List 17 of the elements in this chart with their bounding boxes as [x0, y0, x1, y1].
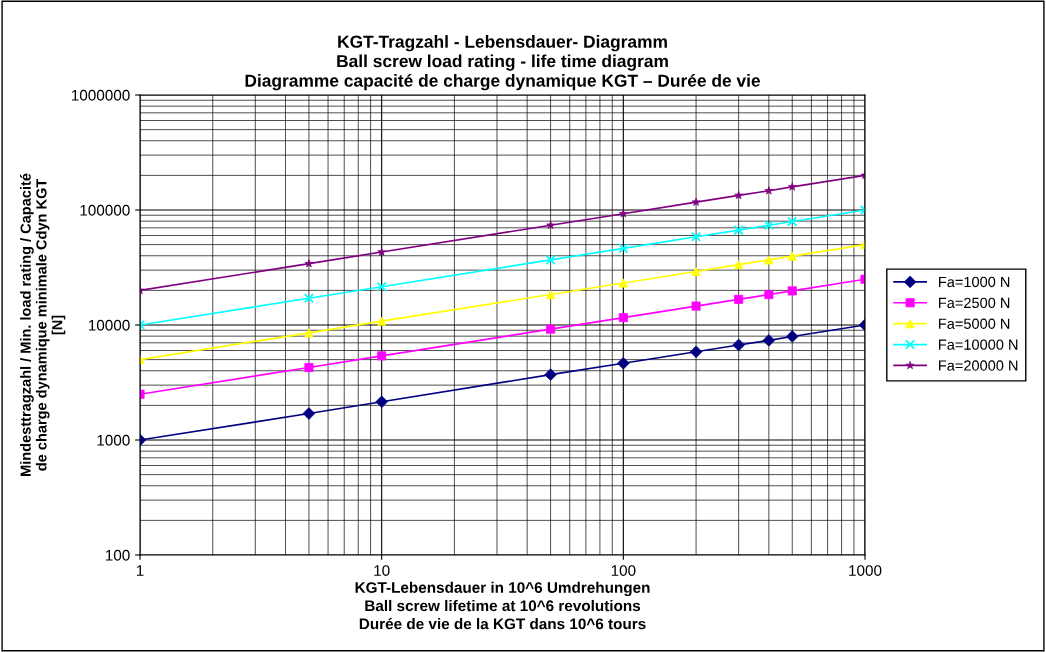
legend-label: Fa=20000 N	[939, 360, 1018, 371]
legend-label: Fa=5000 N	[939, 318, 1010, 329]
x-axis-title: KGT-Lebensdauer in 10^6 Umdrehungen Ball screw lifetime at 10^6 revolutions Durée de vie de la KGT dans 10^6 tours	[355, 581, 650, 630]
y-tick-label: 100	[105, 549, 130, 561]
chart-title: KGT-Tragzahl - Lebensdauer- Diagramm Ball screw load rating - life time diagram Diagramme capacité de charge dynamique KGT – Durée de vie	[245, 35, 761, 91]
legend-label: Fa=2500 N	[939, 297, 1010, 309]
legend-label: Fa=1000 N	[939, 276, 1010, 288]
y-axis-title: Mindesttragzahl / Min. load rating / Capacité de charge dynamique minimale Cdyn KGT [N]	[19, 173, 66, 476]
x-tick-label: 100	[611, 565, 636, 576]
x-tick-label: 1	[136, 565, 144, 576]
x-tick-label: 1000	[849, 565, 882, 576]
y-tick-label: 100000	[80, 204, 130, 216]
y-tick-label: 1000000	[71, 89, 130, 101]
x-tick-label: 10	[374, 565, 390, 576]
y-tick-label: 1000	[97, 434, 130, 446]
y-tick-label: 10000	[88, 319, 130, 331]
legend-label: Fa=10000 N	[939, 339, 1018, 350]
